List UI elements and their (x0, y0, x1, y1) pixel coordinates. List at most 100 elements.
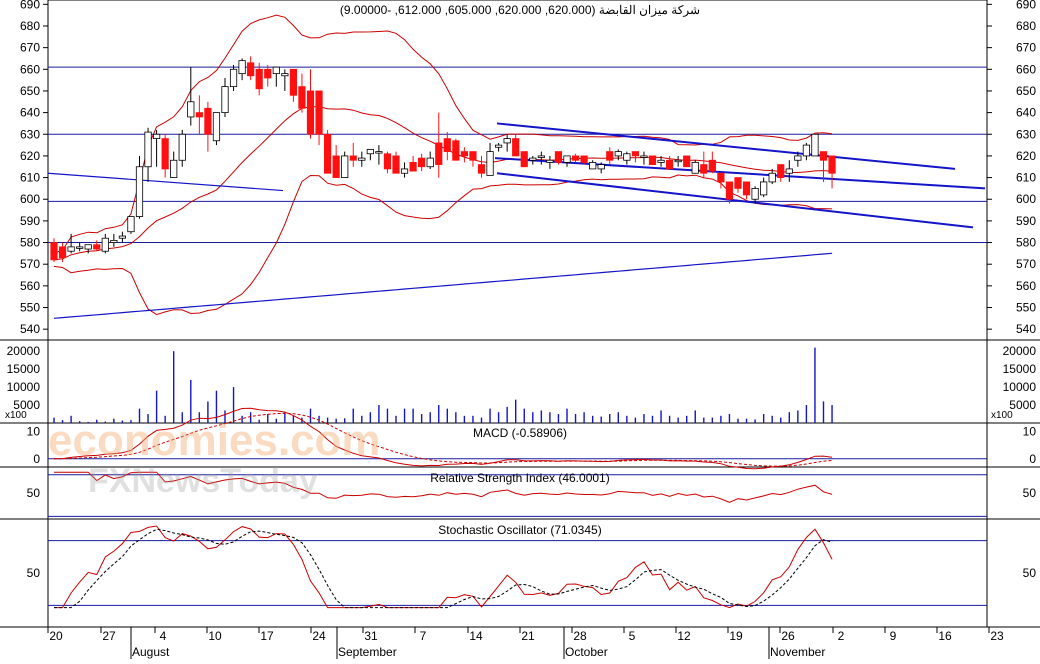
candle-body (794, 155, 802, 161)
y-tick-label-left: 600 (20, 192, 40, 206)
date-tick-label: 7 (420, 629, 427, 643)
volume-unit-left: x100 (5, 410, 27, 421)
candle-body (135, 166, 144, 217)
candle (469, 151, 477, 167)
date-tick-label: 26 (781, 629, 795, 643)
candle (742, 181, 751, 200)
candle (272, 66, 280, 87)
watermark-line2: FXNewsToday (88, 462, 318, 500)
candle (657, 155, 665, 167)
candle-body (332, 155, 340, 178)
y-tick-label-left: 670 (20, 41, 40, 55)
date-tick-label: 9 (890, 629, 897, 643)
candle-body (50, 242, 58, 261)
candle (666, 155, 674, 170)
candle (152, 129, 161, 167)
y-tick-label-right: 540 (1016, 322, 1036, 336)
candle-body (161, 138, 169, 170)
candle-body (281, 73, 289, 77)
date-tick-label: 19 (729, 629, 743, 643)
candle-body (144, 131, 152, 168)
candle (383, 151, 392, 174)
y-tick-label-left: 680 (20, 19, 40, 33)
date-tick-label: 23 (990, 629, 1004, 643)
candle (580, 155, 588, 165)
month-label: October (565, 645, 608, 659)
stochastic-panel: 50 50 (27, 525, 1036, 609)
y-tick-label-right: 570 (1016, 257, 1036, 271)
volume-panel: 5000 5000 10000 10000 15000 15000 20000 20000 (7, 344, 1037, 423)
candle-body (648, 155, 657, 165)
date-tick-label: 4 (160, 629, 167, 643)
candle (229, 64, 238, 91)
candle-body (400, 168, 409, 174)
candle-body (127, 216, 135, 233)
candle-body (110, 239, 118, 243)
candle (375, 145, 383, 165)
candle (161, 134, 169, 178)
y-tick-label-left: 550 (20, 301, 40, 315)
candle-body (392, 155, 400, 174)
candle (298, 73, 306, 113)
date-tick-label: 21 (521, 629, 535, 643)
candle (725, 181, 734, 204)
candle-body (204, 107, 212, 135)
candle-body (563, 155, 571, 163)
volume-tick-label-right: 15000 (1003, 362, 1037, 376)
candle (144, 127, 152, 182)
candle-body (717, 172, 725, 183)
candle-body (58, 246, 67, 259)
date-tick-label: 2 (838, 629, 845, 643)
candle (187, 67, 195, 126)
macd-tick-label-left: 10 (27, 424, 41, 438)
macd-tick-label-right: 10 (1023, 424, 1037, 438)
candle (341, 151, 349, 178)
macd-line (53, 407, 833, 470)
candle-body (238, 60, 246, 75)
candle (623, 151, 631, 165)
y-tick-label-left: 540 (20, 322, 40, 336)
volume-tick-label-right: 5000 (1009, 398, 1036, 412)
candle (606, 147, 614, 165)
y-tick-label-right: 560 (1016, 279, 1036, 293)
macd-panel: 0 0 10 10 (27, 407, 1037, 470)
candle (178, 129, 186, 167)
candle-body (819, 151, 828, 161)
date-tick-label: 17 (260, 629, 274, 643)
candle (306, 69, 315, 139)
candle-body (212, 112, 221, 142)
y-tick-label-left: 610 (20, 171, 40, 185)
month-label: August (132, 645, 170, 659)
candle-body (229, 68, 238, 88)
stoch-k-line (54, 525, 833, 609)
candle (443, 132, 451, 161)
date-tick-label: 31 (364, 629, 378, 643)
rsi-panel: 50 50 (27, 471, 1036, 517)
y-tick-label-right: 600 (1016, 192, 1036, 206)
candle-body (306, 90, 315, 135)
candle (170, 151, 178, 178)
candle-body (666, 159, 674, 170)
candle-body (341, 155, 349, 178)
candle-body (554, 151, 563, 163)
y-tick-label-left: 650 (20, 84, 40, 98)
volume-unit-right: x100 (991, 410, 1013, 421)
candle-body (674, 159, 682, 163)
candle (828, 155, 836, 189)
candle (84, 244, 92, 254)
candle (409, 155, 417, 172)
y-tick-label-left: 690 (20, 0, 40, 11)
candle-body (597, 164, 605, 170)
candle (418, 153, 426, 172)
price-panel: 540 540 550 550 560 560 570 570 580 580 590 590 600 6… (20, 0, 1036, 336)
candle-body (529, 157, 537, 161)
date-tick-label: 24 (312, 629, 326, 643)
macd-tick-label-right: 0 (1029, 452, 1036, 466)
candle-body (494, 144, 503, 148)
candle-body (418, 157, 426, 168)
candle (212, 112, 221, 146)
candle-body (512, 138, 520, 157)
rsi-tick-label-left: 50 (27, 486, 41, 500)
month-label: September (338, 645, 397, 659)
